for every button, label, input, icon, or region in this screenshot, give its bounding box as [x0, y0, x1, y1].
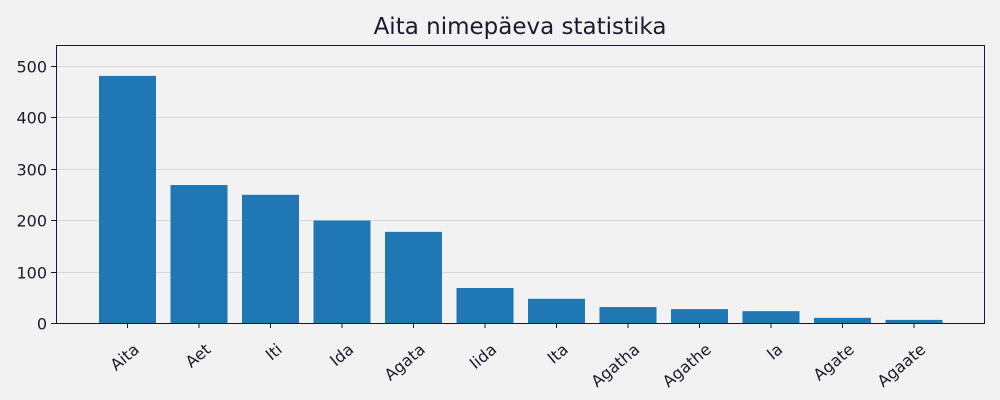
x-tick-label: Iida — [466, 340, 501, 373]
x-tick-label: Iti — [262, 340, 286, 364]
x-tick-label: Aita — [106, 340, 142, 375]
bar — [170, 185, 228, 323]
bar — [814, 317, 871, 323]
bar — [99, 75, 156, 323]
x-tick-label: Ita — [544, 340, 572, 368]
y-tick-label: 500 — [16, 58, 47, 77]
bar — [313, 220, 371, 323]
y-tick-label: 0 — [37, 315, 47, 334]
bar — [599, 307, 657, 323]
bar — [671, 309, 728, 323]
y-tick-label: 200 — [16, 212, 47, 231]
y-tick-label: 100 — [16, 264, 47, 283]
bar — [242, 194, 299, 323]
x-tick-label: Agata — [381, 340, 429, 385]
bar — [885, 319, 943, 323]
x-tick-label: Ida — [326, 340, 357, 370]
x-tick-label: Agaate — [874, 340, 930, 391]
x-tick-label: Agathe — [659, 340, 715, 391]
y-axis: 0 100 200 300 400 500 — [16, 58, 56, 334]
x-tick-label: Agate — [810, 340, 858, 385]
bar — [456, 287, 514, 323]
bar — [742, 311, 800, 323]
x-tick-label: Aet — [182, 340, 215, 372]
chart-title: Aita nimepäeva statistika — [374, 14, 667, 40]
y-tick-label: 300 — [16, 161, 47, 180]
bar — [385, 231, 442, 323]
x-axis: Aita Aet Iti Ida Agata Iida Ita Agatha Agathe Ia A… — [106, 323, 929, 391]
plot-frame — [56, 45, 985, 324]
x-tick-label: Ia — [763, 340, 786, 364]
x-tick-label: Agatha — [587, 340, 643, 391]
y-tick-label: 400 — [16, 109, 47, 128]
bars — [99, 75, 943, 323]
bar — [528, 298, 585, 323]
